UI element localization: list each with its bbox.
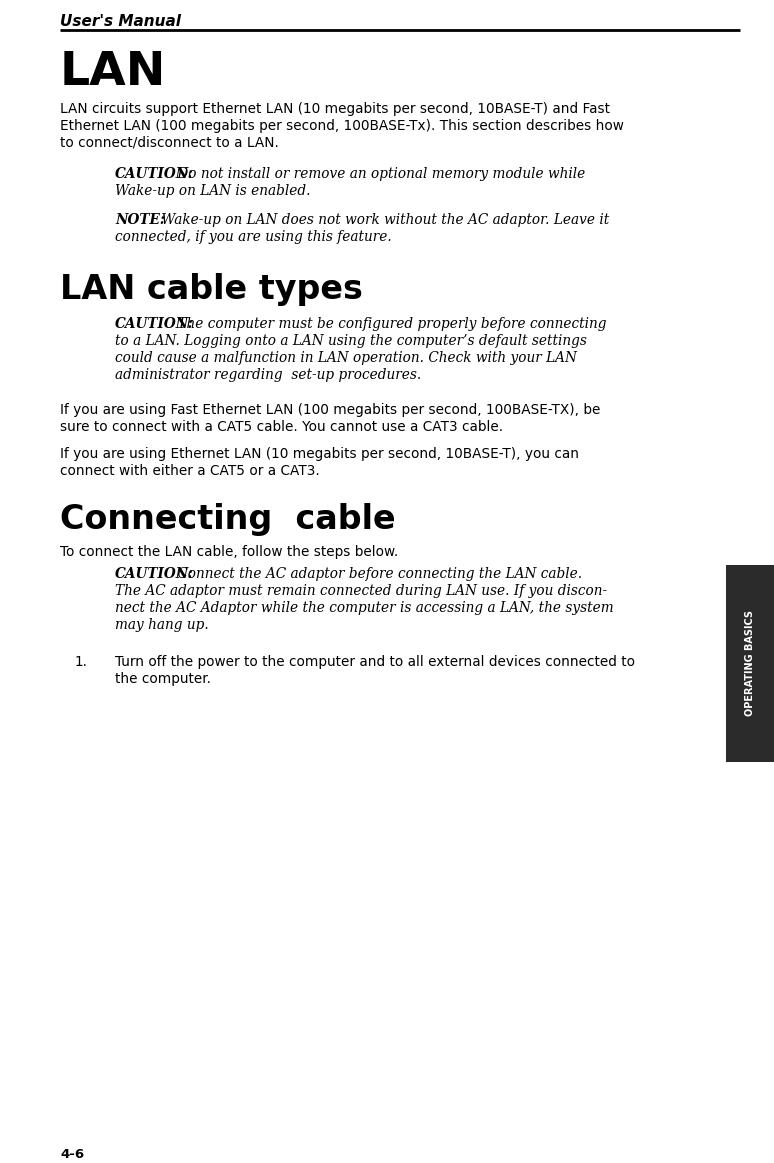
Text: Connect the AC adaptor before connecting the LAN cable.: Connect the AC adaptor before connecting… (173, 568, 582, 582)
Text: Turn off the power to the computer and to all external devices connected to: Turn off the power to the computer and t… (115, 655, 635, 669)
Text: connected, if you are using this feature.: connected, if you are using this feature… (115, 230, 392, 244)
Bar (726, 565, 774, 762)
Text: administrator regarding  set-up procedures.: administrator regarding set-up procedure… (115, 368, 421, 381)
Text: OPERATING BASICS: OPERATING BASICS (745, 611, 755, 716)
Text: Wake-up on LAN is enabled.: Wake-up on LAN is enabled. (115, 184, 310, 198)
Text: If you are using Fast Ethernet LAN (100 megabits per second, 100BASE-TX), be: If you are using Fast Ethernet LAN (100 … (60, 404, 601, 418)
Text: nect the AC Adaptor while the computer is accessing a LAN, the system: nect the AC Adaptor while the computer i… (115, 601, 614, 615)
Text: 1.: 1. (75, 655, 88, 669)
Text: CAUTION:: CAUTION: (115, 568, 194, 582)
Text: to a LAN. Logging onto a LAN using the computer’s default settings: to a LAN. Logging onto a LAN using the c… (115, 334, 587, 348)
Text: could cause a malfunction in LAN operation. Check with your LAN: could cause a malfunction in LAN operati… (115, 351, 577, 365)
Text: Connecting  cable: Connecting cable (60, 504, 396, 536)
Text: may hang up.: may hang up. (115, 618, 209, 632)
Text: the computer.: the computer. (115, 672, 211, 686)
Text: 4-6: 4-6 (60, 1148, 84, 1161)
Text: NOTE:: NOTE: (115, 213, 165, 227)
Text: CAUTION:: CAUTION: (115, 317, 194, 331)
Text: sure to connect with a CAT5 cable. You cannot use a CAT3 cable.: sure to connect with a CAT5 cable. You c… (60, 420, 503, 434)
Text: The AC adaptor must remain connected during LAN use. If you discon-: The AC adaptor must remain connected dur… (115, 584, 607, 598)
Text: The computer must be configured properly before connecting: The computer must be configured properly… (173, 317, 607, 331)
Text: Wake-up on LAN does not work without the AC adaptor. Leave it: Wake-up on LAN does not work without the… (157, 213, 609, 227)
Text: Do not install or remove an optional memory module while: Do not install or remove an optional mem… (173, 167, 585, 181)
Text: LAN: LAN (60, 50, 166, 95)
Text: CAUTION:: CAUTION: (115, 167, 194, 181)
Text: to connect/disconnect to a LAN.: to connect/disconnect to a LAN. (60, 136, 279, 150)
Text: If you are using Ethernet LAN (10 megabits per second, 10BASE-T), you can: If you are using Ethernet LAN (10 megabi… (60, 447, 579, 461)
Text: LAN circuits support Ethernet LAN (10 megabits per second, 10BASE-T) and Fast: LAN circuits support Ethernet LAN (10 me… (60, 102, 610, 116)
Text: connect with either a CAT5 or a CAT3.: connect with either a CAT5 or a CAT3. (60, 464, 320, 478)
Text: To connect the LAN cable, follow the steps below.: To connect the LAN cable, follow the ste… (60, 545, 399, 559)
Text: LAN cable types: LAN cable types (60, 273, 363, 306)
Text: Ethernet LAN (100 megabits per second, 100BASE-Tx). This section describes how: Ethernet LAN (100 megabits per second, 1… (60, 119, 624, 133)
Text: User's Manual: User's Manual (60, 14, 181, 29)
